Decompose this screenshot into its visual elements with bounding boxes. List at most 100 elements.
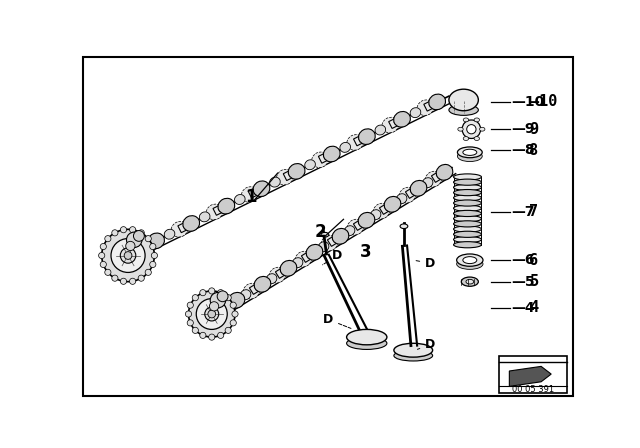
Ellipse shape	[280, 260, 297, 276]
Circle shape	[145, 269, 151, 276]
Polygon shape	[301, 249, 317, 263]
Ellipse shape	[312, 152, 328, 168]
Ellipse shape	[218, 198, 235, 214]
Circle shape	[462, 120, 481, 138]
Ellipse shape	[399, 187, 416, 203]
Circle shape	[138, 230, 145, 236]
Polygon shape	[411, 111, 417, 116]
Ellipse shape	[347, 134, 364, 150]
Ellipse shape	[454, 195, 481, 201]
Circle shape	[120, 227, 127, 233]
Ellipse shape	[463, 257, 477, 263]
Polygon shape	[328, 233, 342, 246]
Ellipse shape	[306, 245, 323, 260]
Text: D: D	[416, 257, 435, 270]
Ellipse shape	[384, 196, 401, 212]
Ellipse shape	[241, 187, 258, 202]
Polygon shape	[424, 99, 439, 111]
Circle shape	[129, 278, 136, 284]
Ellipse shape	[422, 178, 433, 188]
Ellipse shape	[458, 151, 482, 162]
Ellipse shape	[449, 104, 478, 115]
Circle shape	[186, 311, 191, 317]
Polygon shape	[341, 146, 346, 151]
Text: 3: 3	[360, 243, 371, 262]
Polygon shape	[319, 245, 324, 250]
Ellipse shape	[217, 299, 234, 315]
Polygon shape	[268, 277, 273, 283]
Circle shape	[145, 236, 151, 242]
Circle shape	[138, 275, 145, 281]
Ellipse shape	[148, 233, 164, 249]
Circle shape	[105, 269, 111, 276]
Polygon shape	[236, 198, 241, 203]
Ellipse shape	[347, 219, 364, 235]
Ellipse shape	[344, 226, 355, 236]
Circle shape	[99, 252, 105, 258]
Circle shape	[150, 261, 156, 267]
Polygon shape	[318, 151, 333, 163]
Polygon shape	[380, 201, 394, 214]
Circle shape	[210, 293, 226, 308]
Polygon shape	[284, 168, 298, 181]
Circle shape	[120, 278, 127, 284]
Circle shape	[150, 243, 156, 250]
Circle shape	[100, 243, 106, 250]
Circle shape	[196, 299, 227, 329]
Circle shape	[230, 302, 236, 308]
Ellipse shape	[400, 224, 408, 228]
Polygon shape	[431, 169, 447, 182]
Ellipse shape	[457, 258, 483, 269]
Ellipse shape	[164, 229, 175, 239]
Text: 4: 4	[529, 300, 539, 315]
Circle shape	[225, 295, 231, 301]
Circle shape	[134, 231, 145, 241]
Text: —9: —9	[511, 122, 534, 136]
Circle shape	[151, 252, 157, 258]
Polygon shape	[250, 281, 264, 294]
Circle shape	[217, 291, 228, 302]
Polygon shape	[397, 197, 403, 202]
Circle shape	[192, 327, 198, 333]
Polygon shape	[371, 213, 377, 219]
Polygon shape	[376, 128, 381, 134]
Polygon shape	[405, 185, 420, 198]
Ellipse shape	[321, 235, 338, 251]
Circle shape	[111, 238, 145, 272]
Text: —5: —5	[511, 275, 534, 289]
Ellipse shape	[253, 181, 270, 197]
Circle shape	[200, 332, 206, 338]
Ellipse shape	[454, 200, 481, 206]
Ellipse shape	[417, 100, 434, 116]
Polygon shape	[178, 220, 193, 233]
Ellipse shape	[332, 228, 349, 244]
Ellipse shape	[382, 117, 399, 133]
Circle shape	[467, 125, 476, 134]
Circle shape	[218, 332, 224, 338]
Text: —10: —10	[511, 95, 544, 108]
Ellipse shape	[463, 149, 477, 155]
Ellipse shape	[206, 204, 223, 220]
Text: —7: —7	[511, 205, 534, 219]
Ellipse shape	[358, 129, 375, 144]
Bar	[499, 356, 566, 392]
Polygon shape	[388, 116, 404, 129]
Circle shape	[189, 291, 235, 337]
Circle shape	[209, 334, 215, 340]
Ellipse shape	[454, 174, 481, 180]
Circle shape	[105, 236, 111, 242]
Ellipse shape	[172, 221, 188, 237]
Circle shape	[120, 248, 136, 263]
Ellipse shape	[458, 147, 482, 158]
Circle shape	[232, 311, 238, 317]
Ellipse shape	[347, 329, 387, 345]
Circle shape	[125, 241, 135, 250]
Ellipse shape	[288, 164, 305, 179]
Circle shape	[127, 232, 142, 247]
Text: 8: 8	[529, 142, 539, 158]
Ellipse shape	[340, 142, 351, 152]
Polygon shape	[165, 232, 170, 238]
Ellipse shape	[394, 343, 433, 357]
Ellipse shape	[305, 160, 316, 170]
Polygon shape	[345, 229, 351, 235]
